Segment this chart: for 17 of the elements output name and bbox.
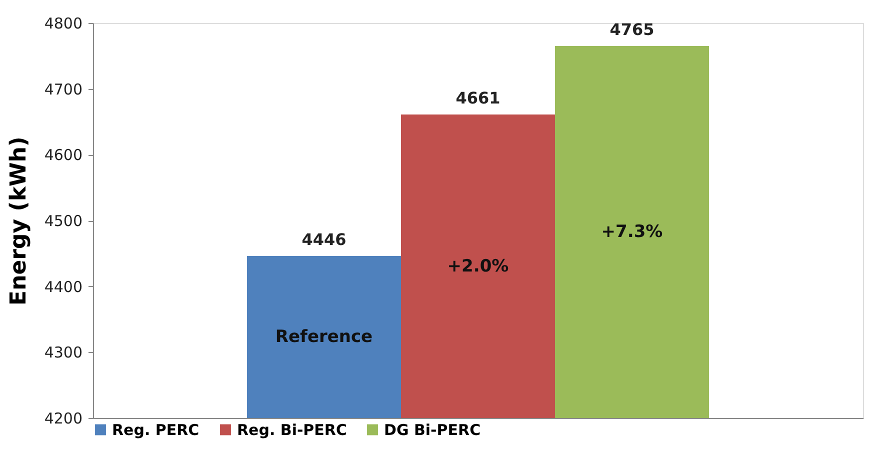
annotation: Reference: [275, 327, 373, 348]
annotation: +7.3%: [601, 222, 663, 242]
y-tick-label: 4200: [44, 410, 82, 428]
y-tick-label: 4700: [44, 80, 82, 98]
legend-label: Reg. Bi-PERC: [237, 420, 347, 439]
data-label: 4446: [302, 230, 346, 250]
y-tick-label: 4300: [44, 344, 82, 362]
y-tick-label: 4500: [44, 212, 82, 230]
data-label: 4661: [456, 88, 500, 108]
y-tick-label: 4400: [44, 278, 82, 296]
y-axis-title: Energy (kWh): [6, 136, 32, 306]
y-tick-label: 4600: [44, 146, 82, 164]
annotation: +2.0%: [447, 256, 509, 276]
data-label: 4765: [610, 20, 654, 40]
y-tick-label: 4800: [44, 14, 82, 32]
legend-label: Reg. PERC: [112, 420, 200, 439]
legend-label: DG Bi-PERC: [384, 420, 481, 439]
